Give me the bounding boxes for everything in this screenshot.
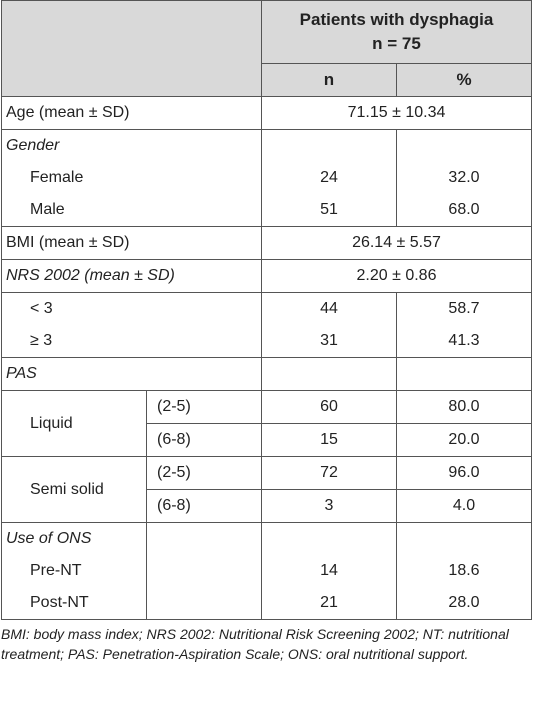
cell: 24 [261,162,397,194]
cell [396,129,532,162]
row-label: Female [1,162,262,194]
cell: 18.6 [396,555,532,587]
table: Patients with dysphagia n = 75 n% Age (me… [1,0,532,620]
cell: 2.20 ± 0.86 [261,259,532,293]
cell [261,357,397,391]
sub-label: (6-8) [146,489,262,523]
cell [396,357,532,391]
cell: 26.14 ± 5.57 [261,226,532,260]
cell [261,522,397,555]
cell: 32.0 [396,162,532,194]
cell [146,522,262,555]
cell: 80.0 [396,390,532,424]
sub-label: (2-5) [146,456,262,490]
row-label: PAS [1,357,262,391]
row-label: ≥ 3 [1,325,262,358]
cell: 72 [261,456,397,490]
cell [396,522,532,555]
cell: 31 [261,325,397,358]
row-label: Use of ONS [1,522,147,555]
cell: 58.7 [396,292,532,325]
cell: 68.0 [396,194,532,227]
cell: 96.0 [396,456,532,490]
cell: 20.0 [396,423,532,457]
row-label: Post-NT [1,587,147,620]
cell: 3 [261,489,397,523]
cell: 71.15 ± 10.34 [261,96,532,130]
col-header: n [261,63,397,97]
row-label: Male [1,194,262,227]
cell [146,587,262,620]
row-label: Age (mean ± SD) [1,96,262,130]
cell [146,555,262,587]
row-label: Pre-NT [1,555,147,587]
row-label: < 3 [1,292,262,325]
cell [261,129,397,162]
cell: 21 [261,587,397,620]
corner [1,0,262,97]
cell: 15 [261,423,397,457]
footnote: BMI: body mass index; NRS 2002: Nutritio… [1,626,509,662]
cell: 44 [261,292,397,325]
row-label: BMI (mean ± SD) [1,226,262,260]
header-title: Patients with dysphagia [299,10,494,29]
cell: 60 [261,390,397,424]
header-subtitle: n = 75 [372,34,421,53]
sub-label: (2-5) [146,390,262,424]
row-label: Gender [1,129,262,162]
cell: 28.0 [396,587,532,620]
cell: 41.3 [396,325,532,358]
cell: 14 [261,555,397,587]
row-label: NRS 2002 (mean ± SD) [1,259,262,293]
col-header: % [396,63,532,97]
cell: 4.0 [396,489,532,523]
cell: 51 [261,194,397,227]
header-cell: Patients with dysphagia n = 75 [261,0,532,64]
sub-label: (6-8) [146,423,262,457]
row-label: Semi solid [1,456,147,523]
row-label: Liquid [1,390,147,457]
